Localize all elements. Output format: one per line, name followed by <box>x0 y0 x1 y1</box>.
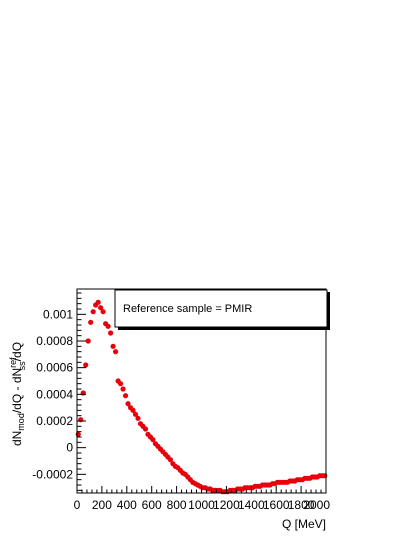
y-tick-label: 0.0008 <box>36 334 73 348</box>
y-title-sup-ref: ref <box>8 357 18 368</box>
data-point <box>88 319 94 325</box>
x-tick-label: 1400 <box>238 498 265 512</box>
data-point <box>83 362 89 368</box>
legend-entry: Reference sample = PMIR <box>123 303 252 315</box>
x-tick-label: 400 <box>117 498 137 512</box>
y-tick-label: 0.0002 <box>36 414 73 428</box>
x-tick-label: 2000 <box>303 498 330 512</box>
data-point <box>98 305 104 311</box>
data-point <box>112 349 119 355</box>
x-tick-label: 600 <box>142 498 162 512</box>
x-tick-label: 1600 <box>263 498 290 512</box>
x-tick-label: 1200 <box>213 498 240 512</box>
x-tick-label: 800 <box>167 498 187 512</box>
y-tick-label: 0.001 <box>43 307 73 321</box>
data-point <box>132 411 139 417</box>
plot-frame <box>76 288 327 494</box>
y-axis-title: dNmod/dQ - dNrefss/dQ <box>8 342 27 446</box>
data-point <box>75 431 81 437</box>
data-point <box>95 299 101 305</box>
y-tick-label: 0.0006 <box>36 361 73 375</box>
data-point <box>122 393 129 399</box>
data-points <box>75 299 328 495</box>
data-point <box>135 415 141 421</box>
data-point <box>105 323 111 329</box>
x-tick-label: 200 <box>92 498 112 512</box>
y-title-sub-mod: mod <box>16 413 26 431</box>
data-point <box>322 473 328 479</box>
data-point <box>90 309 96 315</box>
y-tick-label: -0.0002 <box>32 467 73 481</box>
data-point <box>120 386 126 392</box>
data-point <box>110 343 116 349</box>
y-tick-label: 0 <box>66 441 73 455</box>
y-title-part-c: /dQ <box>10 342 24 361</box>
y-axis-ticks: -0.0002 0 0.0002 0.0004 0.0006 0.0008 0.001 <box>32 292 86 491</box>
x-tick-label: 1000 <box>188 498 215 512</box>
legend: Reference sample = PMIR <box>114 289 330 330</box>
x-axis-title: Q [MeV] <box>282 517 326 531</box>
data-point <box>125 401 131 407</box>
data-point <box>108 330 114 336</box>
y-title-part-b: /dQ - dN <box>10 368 24 413</box>
data-point <box>85 338 91 344</box>
data-point <box>117 381 124 387</box>
data-point <box>100 309 106 315</box>
data-point <box>167 457 173 463</box>
y-tick-label: 0.0004 <box>36 387 73 401</box>
data-point <box>150 437 156 443</box>
data-point <box>130 407 136 413</box>
legend-box <box>114 289 328 328</box>
y-title-sub-ss: ss <box>17 361 27 371</box>
x-tick-label: 1800 <box>288 498 315 512</box>
x-tick-label: 0 <box>74 498 81 512</box>
y-title-part-a: dN <box>10 431 24 446</box>
data-point <box>142 426 149 432</box>
